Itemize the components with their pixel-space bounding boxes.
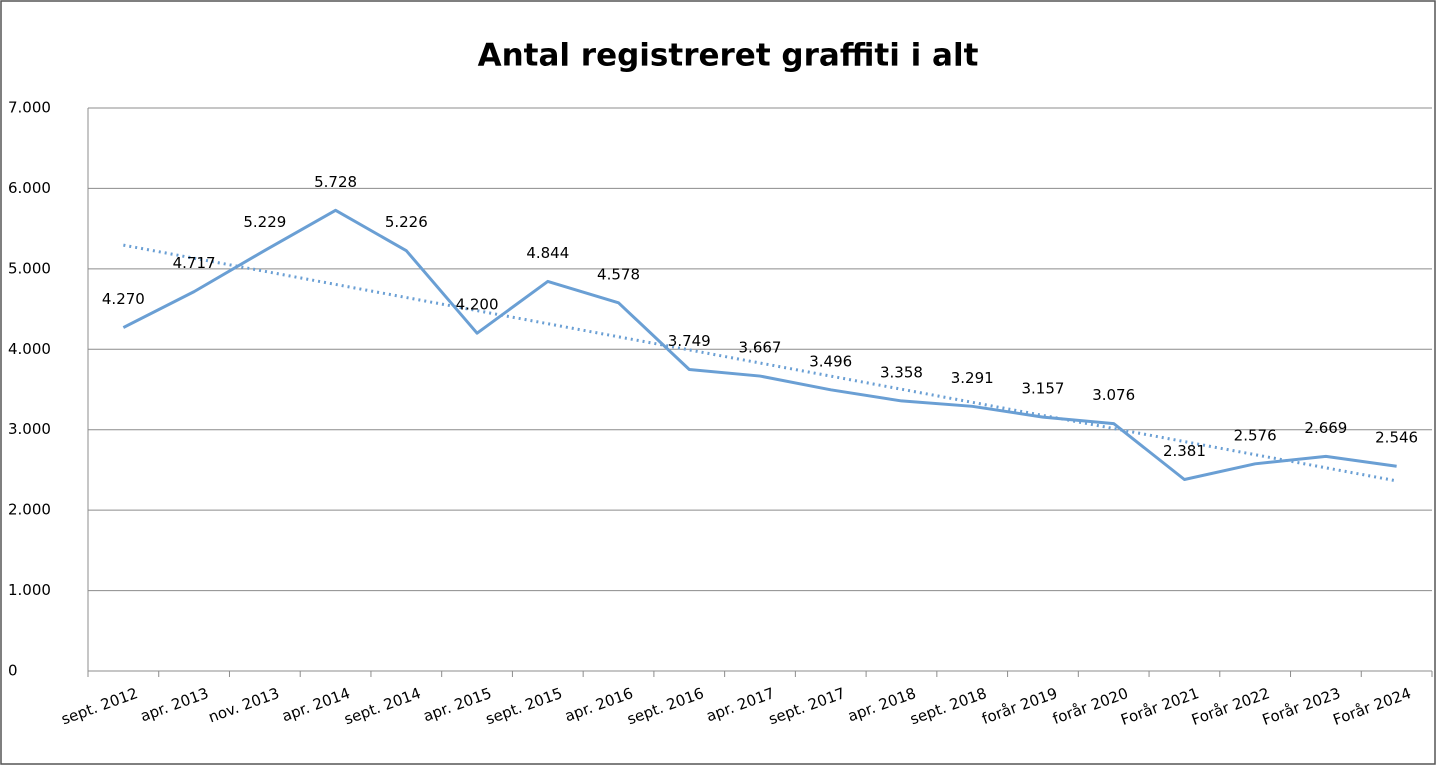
chart-title: Antal registreret graffiti i alt	[478, 38, 979, 74]
data-label: 3.291	[951, 369, 994, 387]
y-tick-label: 1.000	[8, 581, 51, 599]
y-tick-label: 4.000	[8, 340, 51, 358]
data-label: 3.749	[668, 332, 711, 350]
data-label: 5.226	[385, 213, 428, 231]
data-label: 3.358	[880, 363, 923, 381]
y-tick-label: 0	[8, 662, 18, 680]
data-label: 5.728	[314, 173, 357, 191]
y-tick-label: 2.000	[8, 501, 51, 519]
data-label: 2.576	[1234, 426, 1277, 444]
data-label: 4.578	[597, 265, 640, 283]
data-label: 4.200	[456, 296, 499, 314]
data-label: 4.844	[526, 244, 569, 262]
data-line	[122, 208, 1397, 481]
data-label: 3.157	[1021, 380, 1064, 398]
y-tick-label: 6.000	[8, 179, 51, 197]
data-label: 3.076	[1092, 386, 1135, 404]
y-tick-label: 3.000	[8, 420, 51, 438]
y-tick-label: 5.000	[8, 259, 51, 277]
data-label: 2.546	[1375, 429, 1418, 447]
data-label: 2.381	[1163, 442, 1206, 460]
data-label: 2.669	[1304, 419, 1347, 437]
data-label: 3.496	[809, 352, 852, 370]
data-label: 4.270	[102, 290, 145, 308]
y-tick-label: 7.000	[8, 99, 51, 117]
data-label: 4.717	[173, 254, 216, 272]
data-label: 3.667	[739, 339, 782, 357]
data-label: 5.229	[243, 213, 286, 231]
